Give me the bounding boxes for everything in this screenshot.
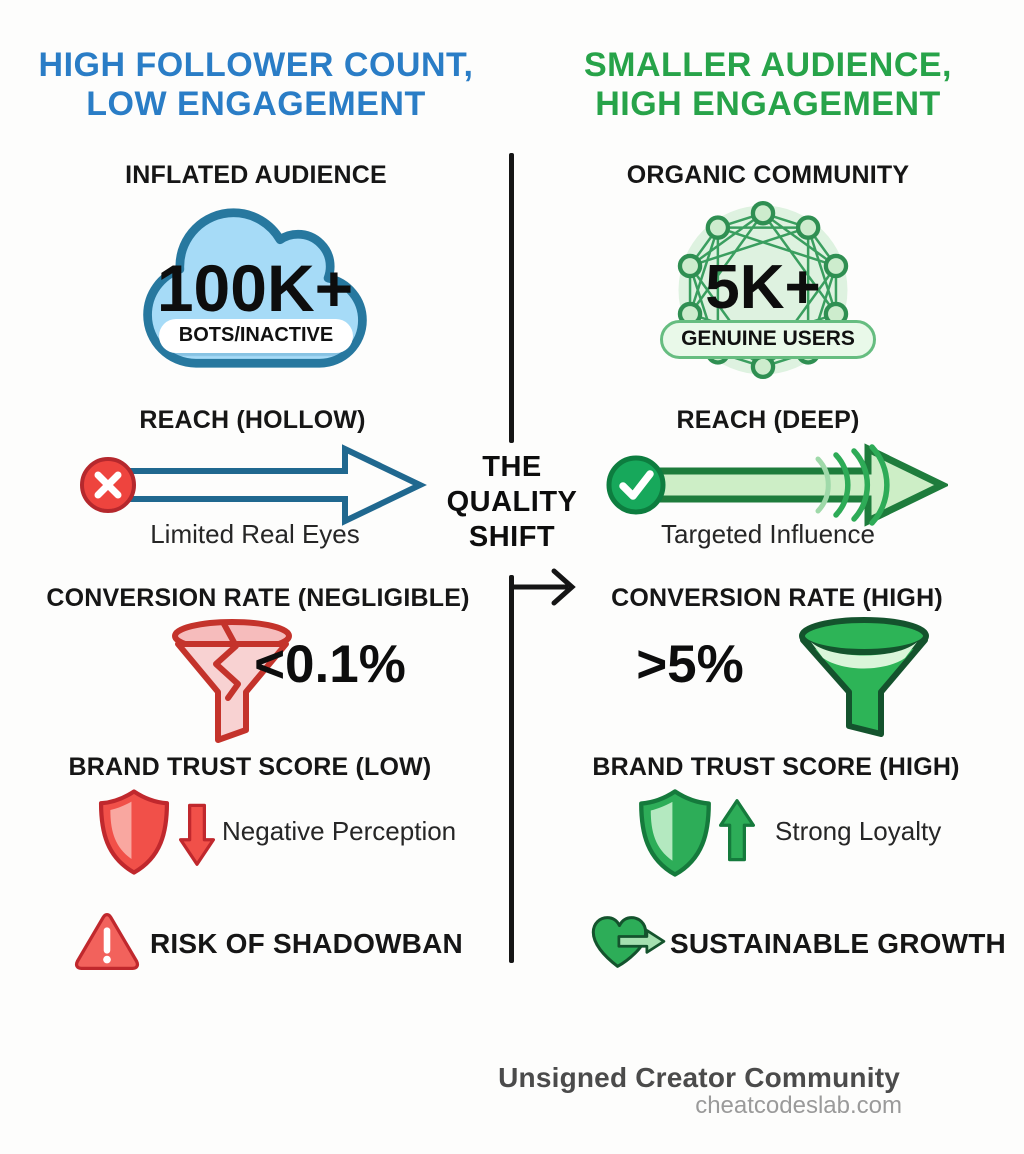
organic-community-label: ORGANIC COMMUNITY	[626, 161, 910, 189]
brand-trust-low-label: BRAND TRUST SCORE (LOW)	[68, 753, 432, 781]
center-title: THE QUALITY SHIFT	[412, 450, 612, 555]
green-shield-icon	[639, 789, 711, 877]
center-title-line3: SHIFT	[468, 521, 556, 553]
conversion-high-value: >5%	[636, 635, 744, 694]
center-title-line2: QUALITY	[446, 486, 578, 518]
brand-trust-high-caption: Strong Loyalty	[775, 816, 942, 846]
reach-hollow-caption: Limited Real Eyes	[150, 519, 360, 549]
down-arrow-icon	[179, 803, 215, 866]
right-column-title: SMALLER AUDIENCE, HIGH ENGAGEMENT	[522, 46, 1014, 124]
bots-inactive-badge: BOTS/INACTIVE	[0, 319, 512, 353]
conversion-high-label: CONVERSION RATE (HIGH)	[611, 584, 943, 612]
hollow-arrow-icon	[80, 444, 427, 526]
brand-trust-high-label: BRAND TRUST SCORE (HIGH)	[592, 753, 960, 781]
footer-brand: Unsigned Creator Community	[498, 1062, 900, 1093]
risk-shadowban-label: RISK OF SHADOWBAN	[150, 928, 463, 959]
divider-line	[509, 153, 514, 443]
broken-funnel-icon	[172, 619, 292, 743]
x-circle-icon	[80, 457, 136, 513]
reach-hollow-label: REACH (HOLLOW)	[139, 406, 366, 434]
up-arrow-icon	[719, 799, 755, 862]
red-shield-icon	[98, 789, 170, 875]
bots-inactive-badge-text: BOTS/INACTIVE	[158, 319, 354, 353]
sustainable-growth-label: SUSTAINABLE GROWTH	[670, 928, 1006, 959]
genuine-users-badge-text: GENUINE USERS	[660, 320, 876, 359]
reach-deep-caption: Targeted Influence	[661, 519, 875, 549]
footer-website: cheatcodeslab.com	[695, 1092, 902, 1119]
genuine-users-badge: GENUINE USERS	[522, 320, 1014, 359]
conversion-negligible-label: CONVERSION RATE (NEGLIGIBLE)	[46, 584, 470, 612]
brand-trust-low-caption: Negative Perception	[222, 816, 457, 846]
warning-triangle-icon	[74, 912, 140, 970]
shift-arrow-icon	[512, 568, 576, 606]
conversion-negligible-value: <0.1%	[254, 635, 406, 694]
deep-arrow-icon	[606, 443, 948, 527]
genuine-count-value: 5K+	[705, 253, 821, 322]
left-column-title-line1: HIGH FOLLOWER COUNT,	[38, 46, 474, 84]
check-circle-icon	[606, 455, 666, 515]
inflated-audience-label: INFLATED AUDIENCE	[125, 161, 387, 189]
left-column-title: HIGH FOLLOWER COUNT, LOW ENGAGEMENT	[0, 46, 512, 124]
left-column-title-line2: LOW ENGAGEMENT	[86, 85, 426, 123]
funnel-icon	[799, 617, 929, 737]
divider-line	[509, 575, 514, 963]
follower-count-value: 100K+	[156, 251, 354, 325]
center-title-line1: THE	[482, 451, 542, 483]
heart-growth-icon	[591, 916, 666, 968]
reach-deep-label: REACH (DEEP)	[676, 406, 860, 434]
right-column-title-line2: HIGH ENGAGEMENT	[595, 85, 941, 123]
right-column-title-line1: SMALLER AUDIENCE,	[583, 46, 953, 84]
